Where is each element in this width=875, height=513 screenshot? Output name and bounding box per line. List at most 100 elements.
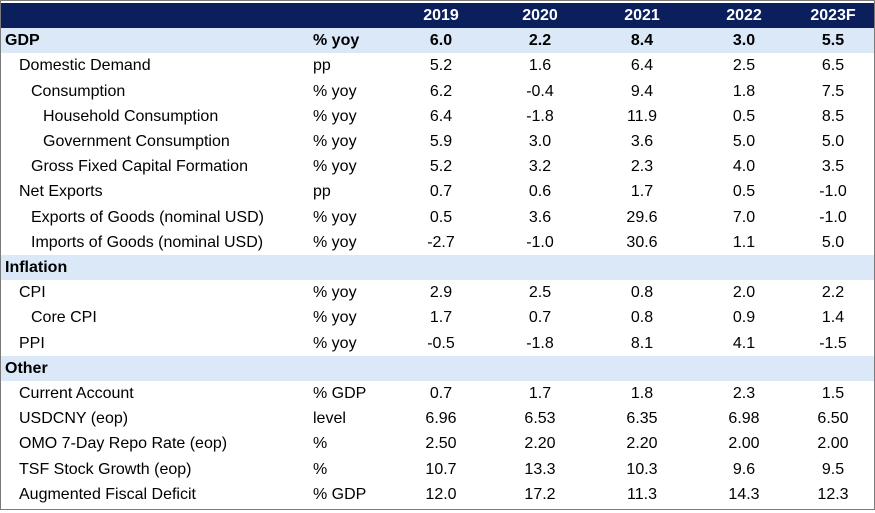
value-cell: 6.0 <box>429 32 453 50</box>
value-cell: -1.5 <box>819 334 847 352</box>
table-row: OMO 7-Day Repo Rate (eop)% 2.50 2.20 2.20 2.… <box>1 431 874 456</box>
value-cell: 6.5 <box>821 57 845 75</box>
value-cell: 7.0 <box>732 208 756 226</box>
value-cell: 2.20 <box>626 435 658 453</box>
value-cell: 2.5 <box>528 284 552 302</box>
value-cell <box>401 255 481 280</box>
value-cell <box>793 356 873 381</box>
value-cell: -1.0 <box>819 208 847 226</box>
value-cell: 0.5 <box>732 183 756 201</box>
table-row: Government Consumption % yoy 5.9 3.0 3.6 5.0 5… <box>1 129 874 154</box>
table-row: TSF Stock Growth (eop)% 10.7 13.3 10.3 9.6 9.… <box>1 457 874 482</box>
value-cell <box>500 356 580 381</box>
section-row: Inflation <box>1 255 874 281</box>
value-cell: 14.3 <box>728 485 760 503</box>
value-cell: 0.5 <box>429 208 453 226</box>
value-cell: 10.3 <box>626 460 658 478</box>
table-row: Current Account % GDP 0.7 1.7 1.8 2.3 1.5 <box>1 381 874 406</box>
row-label: Government Consumption <box>43 133 230 150</box>
section-row: GDP % yoy 6.0 2.2 8.4 3.0 5.5 <box>1 28 874 54</box>
value-cell: 5.5 <box>821 32 845 50</box>
value-cell: 2.3 <box>732 385 756 402</box>
value-cell: -2.7 <box>427 233 455 251</box>
value-cell <box>602 356 682 381</box>
value-cell <box>704 255 784 280</box>
value-cell: 9.5 <box>821 460 845 478</box>
value-cell: 6.98 <box>728 410 760 428</box>
row-label: Other <box>5 359 48 377</box>
value-cell: 6.96 <box>425 410 457 428</box>
value-cell: 7.5 <box>821 82 845 100</box>
value-cell: 17.2 <box>524 485 556 503</box>
year-header: 2019 <box>423 7 459 24</box>
value-cell: 0.6 <box>528 183 552 201</box>
row-label: CPI <box>19 284 46 302</box>
row-unit: % <box>313 460 328 478</box>
value-cell: 0.7 <box>429 183 453 201</box>
value-cell: 6.53 <box>524 410 556 428</box>
row-unit: pp <box>313 57 331 75</box>
value-cell: 0.8 <box>630 309 654 327</box>
value-cell: 12.3 <box>817 485 849 503</box>
row-label: Consumption <box>31 82 126 100</box>
value-cell: 3.0 <box>528 133 552 150</box>
value-cell: 11.3 <box>627 485 657 503</box>
row-label: Imports of Goods (nominal USD) <box>31 233 264 251</box>
value-cell: -0.5 <box>427 334 455 352</box>
row-label: GDP <box>5 32 40 50</box>
value-cell: 1.5 <box>821 385 845 402</box>
table-row: Consumption % yoy 6.2 -0.4 9.4 1.8 7.5 <box>1 79 874 104</box>
value-cell: 12.0 <box>425 485 457 503</box>
row-label: OMO 7-Day Repo Rate (eop) <box>19 435 228 453</box>
value-cell: 2.2 <box>821 284 845 302</box>
value-cell: 3.6 <box>630 133 654 150</box>
value-cell: 6.50 <box>817 410 849 428</box>
value-cell: 5.2 <box>429 57 453 75</box>
value-cell: 3.6 <box>528 208 552 226</box>
table-row: PPI % yoy -0.5 -1.8 8.1 4.1 -1.5 <box>1 331 874 356</box>
value-cell: 9.6 <box>732 460 756 478</box>
row-unit: % yoy <box>313 107 357 125</box>
value-cell <box>401 356 481 381</box>
value-cell: -1.0 <box>526 233 554 251</box>
header-row: 2019 2020 2021 2022 2023F <box>1 3 874 29</box>
row-label: Domestic Demand <box>19 57 151 75</box>
value-cell: 0.7 <box>528 309 552 327</box>
row-unit: % yoy <box>313 233 357 251</box>
value-cell: 4.1 <box>732 334 756 352</box>
year-header: 2022 <box>726 7 762 24</box>
row-label: Net Exports <box>19 183 103 201</box>
value-cell: 1.7 <box>429 309 453 327</box>
value-cell: 11.9 <box>627 107 657 125</box>
value-cell: 1.6 <box>528 57 552 75</box>
row-label: Household Consumption <box>43 107 219 125</box>
year-header: 2021 <box>624 7 660 24</box>
value-cell: 5.9 <box>429 133 453 150</box>
row-label: Exports of Goods (nominal USD) <box>31 208 264 226</box>
value-cell: -1.0 <box>819 183 847 201</box>
value-cell: 1.4 <box>821 309 845 327</box>
row-unit: % yoy <box>313 32 360 50</box>
row-label: USDCNY (eop) <box>19 410 129 428</box>
row-label: Gross Fixed Capital Formation <box>31 158 248 176</box>
row-label: Inflation <box>5 259 68 276</box>
row-label: Core CPI <box>31 309 97 327</box>
row-unit: % GDP <box>313 485 367 503</box>
value-cell: 0.7 <box>429 385 453 402</box>
value-cell <box>793 255 873 280</box>
value-cell: 6.2 <box>429 82 453 100</box>
value-cell: 1.1 <box>732 233 756 251</box>
row-unit: % yoy <box>313 133 357 150</box>
value-cell: 29.6 <box>626 208 658 226</box>
table-row: Imports of Goods (nominal USD) % yoy -2.7 -… <box>1 230 874 255</box>
value-cell: 2.20 <box>524 435 556 453</box>
row-unit: % yoy <box>313 284 357 302</box>
value-cell: 6.4 <box>429 107 453 125</box>
row-label: Current Account <box>19 385 134 402</box>
table-row: Domestic Demand pp 5.2 1.6 6.4 2.5 6.5 <box>1 53 874 78</box>
value-cell: 2.2 <box>528 32 552 50</box>
value-cell: 30.6 <box>626 233 658 251</box>
value-cell: 2.50 <box>425 435 457 453</box>
value-cell: 6.4 <box>630 57 654 75</box>
value-cell: 5.2 <box>429 158 453 176</box>
